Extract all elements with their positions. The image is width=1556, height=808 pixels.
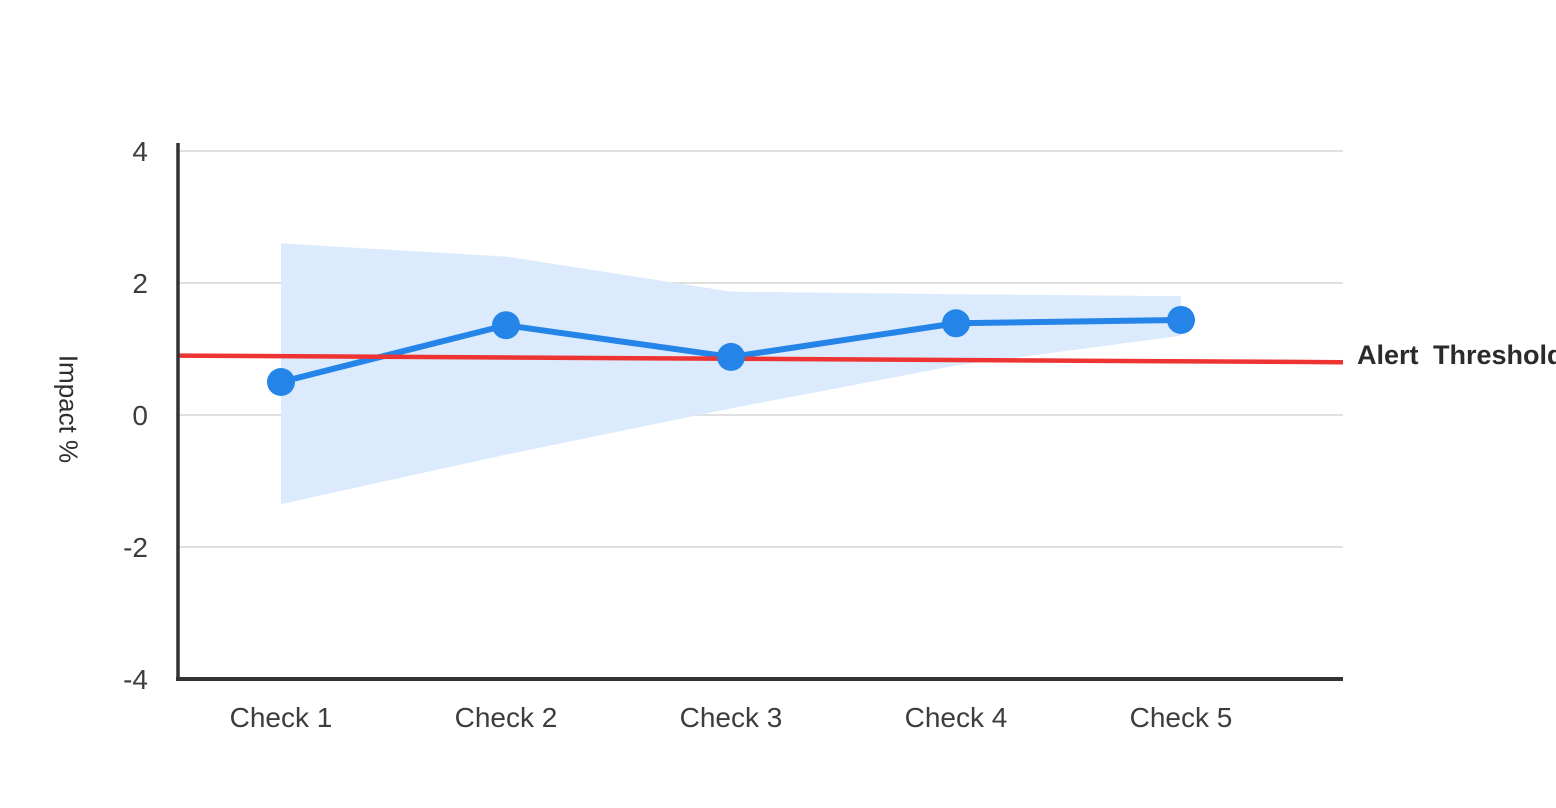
y-axis-title: Impact % [53, 354, 84, 464]
x-tick-label: Check 1 [230, 702, 333, 733]
data-point-check-5 [1167, 305, 1195, 334]
data-point-check-4 [942, 309, 970, 338]
data-point-check-2 [492, 311, 520, 340]
y-tick-label: 2 [132, 268, 148, 299]
y-tick-label: -2 [123, 532, 148, 563]
data-point-check-3 [717, 342, 745, 371]
threshold-label: Alert Threshold [1357, 340, 1556, 370]
y-tick-label: -4 [123, 664, 148, 695]
confidence-band [281, 243, 1181, 505]
x-tick-label: Check 2 [455, 702, 558, 733]
threshold-line [177, 353, 1344, 365]
x-tick-label: Check 4 [905, 702, 1008, 733]
data-point-check-1 [267, 368, 295, 396]
x-tick-label: Check 3 [680, 702, 783, 733]
y-tick-label: 0 [132, 400, 148, 431]
y-tick-label: 4 [132, 136, 148, 167]
x-tick-label: Check 5 [1130, 702, 1233, 733]
